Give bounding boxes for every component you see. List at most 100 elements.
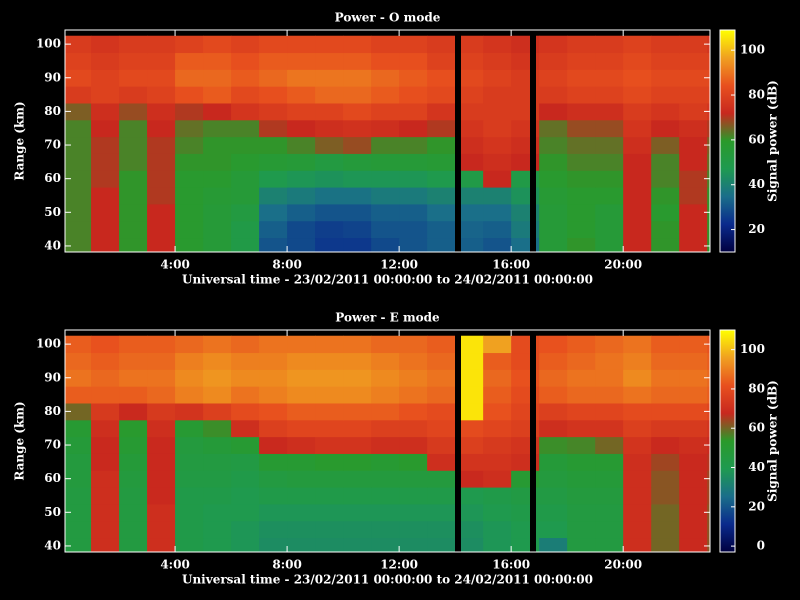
heatmap-cell xyxy=(567,419,596,438)
panel: Power - E mode Universal time - 23/02/201… xyxy=(13,311,780,587)
heatmap-cell xyxy=(399,369,428,387)
x-tick-label: 12:00 xyxy=(380,558,418,572)
heatmap-cell xyxy=(455,537,484,552)
heatmap-cell xyxy=(65,69,92,87)
heatmap-cell xyxy=(119,402,148,421)
heatmap-cell xyxy=(371,470,400,488)
heatmap-cell xyxy=(707,520,710,539)
heatmap-cell xyxy=(343,419,372,438)
heatmap-cell xyxy=(315,419,344,438)
heatmap-cell xyxy=(651,203,680,222)
heatmap-cell xyxy=(679,453,708,471)
heatmap-cell xyxy=(231,470,260,488)
heatmap-cell xyxy=(623,503,652,522)
heatmap-cell xyxy=(287,487,316,505)
heatmap-cell xyxy=(147,52,176,70)
heatmap-cell xyxy=(371,86,400,104)
heatmap-cell xyxy=(119,520,148,539)
data-gap xyxy=(530,330,536,552)
heatmap-cell xyxy=(595,237,624,252)
heatmap-cell xyxy=(203,352,232,370)
heatmap-cell xyxy=(567,220,596,239)
heatmap-cell xyxy=(623,220,652,239)
heatmap-cell xyxy=(119,369,148,387)
heatmap-cell xyxy=(595,352,624,370)
heatmap-cell xyxy=(287,470,316,488)
heatmap-cell xyxy=(315,537,344,552)
heatmap-cell xyxy=(119,119,148,138)
heatmap-cell xyxy=(259,453,288,471)
heatmap-cell xyxy=(427,136,456,154)
heatmap-cell xyxy=(567,86,596,104)
heatmap-cell xyxy=(455,52,484,70)
heatmap-cell xyxy=(175,419,204,438)
heatmap-cell xyxy=(427,402,456,421)
heatmap-cell xyxy=(595,537,624,552)
heatmap-cell xyxy=(65,52,92,70)
heatmap-cell xyxy=(259,220,288,239)
heatmap-cell xyxy=(427,436,456,454)
heatmap-cell xyxy=(147,453,176,471)
heatmap-cell xyxy=(623,119,652,138)
heatmap-cell xyxy=(371,335,400,354)
heatmap-cell xyxy=(231,520,260,539)
y-tick-label: 60 xyxy=(44,471,61,485)
heatmap-cell xyxy=(595,503,624,522)
heatmap-cell xyxy=(343,86,372,104)
heatmap-cell xyxy=(119,52,148,70)
y-tick-label: 40 xyxy=(44,238,61,252)
heatmap-cell xyxy=(287,386,316,404)
heatmap-cell xyxy=(119,335,148,354)
heatmap-cell xyxy=(259,503,288,522)
heatmap-cell xyxy=(567,487,596,505)
heatmap-cell xyxy=(595,470,624,488)
heatmap-cell xyxy=(707,386,710,404)
heatmap-cell xyxy=(427,386,456,404)
heatmap-cell xyxy=(203,136,232,154)
heatmap-cell xyxy=(567,102,596,121)
heatmap-cell xyxy=(427,203,456,222)
heatmap-cell xyxy=(91,86,120,104)
heatmap-cell xyxy=(65,220,92,239)
heatmap-cell xyxy=(203,419,232,438)
heatmap-cell xyxy=(483,487,512,505)
heatmap-cell xyxy=(539,153,568,171)
heatmap-cell xyxy=(147,119,176,138)
heatmap-cell xyxy=(287,503,316,522)
heatmap-cell xyxy=(651,52,680,70)
heatmap-cell xyxy=(315,119,344,138)
heatmap-cell xyxy=(231,102,260,121)
heatmap-cell xyxy=(287,102,316,121)
heatmap-cell xyxy=(399,35,428,54)
heatmap-cell xyxy=(399,170,428,188)
heatmap-cell xyxy=(399,220,428,239)
heatmap-cell xyxy=(483,503,512,522)
y-tick-label: 100 xyxy=(36,37,61,51)
heatmap-cell xyxy=(343,436,372,454)
heatmap-cell xyxy=(371,153,400,171)
heatmap-cell xyxy=(399,237,428,252)
heatmap-cell xyxy=(567,386,596,404)
heatmap-cell xyxy=(399,436,428,454)
heatmap-cell xyxy=(203,487,232,505)
heatmap-cell xyxy=(91,102,120,121)
heatmap-cell xyxy=(231,537,260,552)
heatmap-cell xyxy=(287,335,316,354)
heatmap-cell xyxy=(259,102,288,121)
heatmap-cell xyxy=(175,237,204,252)
heatmap-cell xyxy=(315,187,344,205)
heatmap-cell xyxy=(203,470,232,488)
heatmap-cell xyxy=(651,386,680,404)
heatmap-cell xyxy=(119,220,148,239)
heatmap-cell xyxy=(343,369,372,387)
heatmap-cells xyxy=(65,335,710,552)
heatmap-cell xyxy=(65,335,92,354)
heatmap-cell xyxy=(539,203,568,222)
y-tick-label: 100 xyxy=(36,337,61,351)
heatmap-cell xyxy=(455,386,484,404)
heatmap-cell xyxy=(651,119,680,138)
heatmap-cell xyxy=(91,470,120,488)
heatmap-cell xyxy=(175,203,204,222)
heatmap-cell xyxy=(65,453,92,471)
heatmap-cell xyxy=(147,352,176,370)
